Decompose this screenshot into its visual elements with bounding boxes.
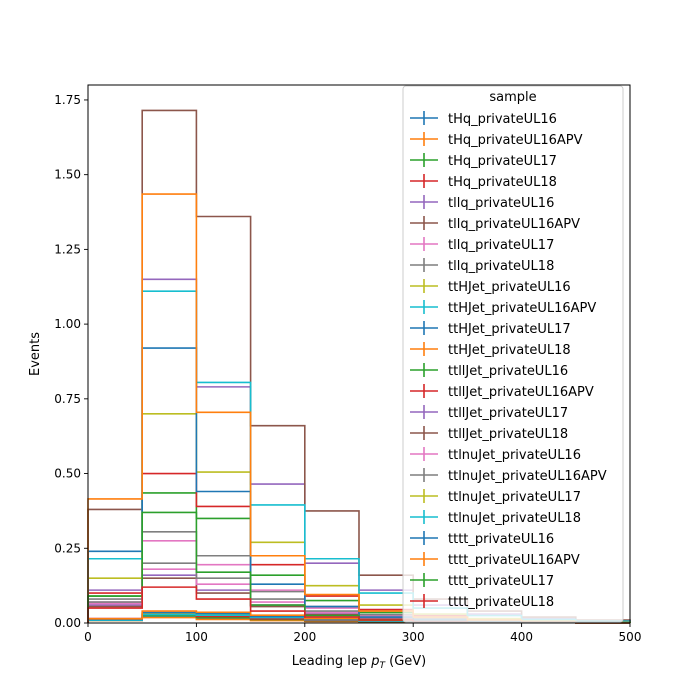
x-tick-label: 300 — [402, 630, 425, 644]
legend-label: ttlnuJet_privateUL17 — [448, 490, 581, 505]
axes-frame — [87, 84, 631, 624]
legend-label: ttHJet_privateUL17 — [448, 322, 571, 337]
x-axis-label: Leading lep pT (GeV) — [292, 654, 426, 671]
legend-label: ttllJet_privateUL17 — [448, 406, 568, 421]
legend-title: sample — [489, 90, 536, 105]
y-tick-label: 0.00 — [54, 616, 81, 630]
y-tick-label: 0.75 — [54, 392, 81, 406]
y-tick-label: 1.75 — [54, 93, 81, 107]
x-axis-label-sub: T — [379, 661, 386, 671]
legend-label: tttt_privateUL18 — [448, 595, 554, 610]
legend-box — [402, 85, 624, 623]
x-axis-label-main: Leading lep — [292, 654, 371, 669]
x-axis-label-math: p — [370, 654, 379, 669]
legend-label: tttt_privateUL16 — [448, 532, 554, 547]
y-tick-label: 1.25 — [54, 242, 81, 256]
legend-label: ttHJet_privateUL16 — [448, 280, 571, 295]
legend-label: tllq_privateUL16 — [448, 196, 554, 211]
legend-label: ttllJet_privateUL18 — [448, 427, 568, 442]
y-tick-label: 1.50 — [54, 168, 81, 182]
x-tick-label: 100 — [185, 630, 208, 644]
y-tick-label: 1.00 — [54, 317, 81, 331]
x-tick-label: 400 — [510, 630, 533, 644]
legend-label: ttHJet_privateUL16APV — [448, 301, 596, 316]
x-tick-label: 500 — [619, 630, 642, 644]
legend-label: ttllJet_privateUL16APV — [448, 385, 594, 400]
legend-label: ttlnuJet_privateUL16APV — [448, 469, 607, 484]
legend-label: tllq_privateUL17 — [448, 238, 554, 253]
legend-label: tttt_privateUL17 — [448, 574, 554, 589]
axes-layer: 0 100 200 300 400 500 0.00 0.25 0.50 0.75 1.00 1.25… — [54, 84, 642, 644]
legend-label: tHq_privateUL16 — [448, 112, 557, 127]
x-tick-label: 0 — [84, 630, 92, 644]
legend-label: tttt_privateUL16APV — [448, 553, 580, 568]
legend-label: ttllJet_privateUL16 — [448, 364, 568, 379]
x-tick-label: 200 — [293, 630, 316, 644]
legend-label: tHq_privateUL17 — [448, 154, 557, 169]
y-tick-label: 0.25 — [54, 541, 81, 555]
legend-label: tHq_privateUL16APV — [448, 133, 583, 148]
legend-label: tllq_privateUL18 — [448, 259, 554, 274]
legend-label: tHq_privateUL18 — [448, 175, 557, 190]
legend-label: ttlnuJet_privateUL18 — [448, 511, 581, 526]
legend-label: ttlnuJet_privateUL16 — [448, 448, 581, 463]
x-axis-label-unit: (GeV) — [385, 654, 426, 669]
legend-label: tllq_privateUL16APV — [448, 217, 580, 232]
y-axis-label: Events — [28, 332, 43, 376]
y-tick-label: 0.50 — [54, 467, 81, 481]
legend: sample tHq_privateUL16 tHq_privateUL16APVt… — [402, 85, 624, 623]
legend-label: ttHJet_privateUL18 — [448, 343, 571, 358]
